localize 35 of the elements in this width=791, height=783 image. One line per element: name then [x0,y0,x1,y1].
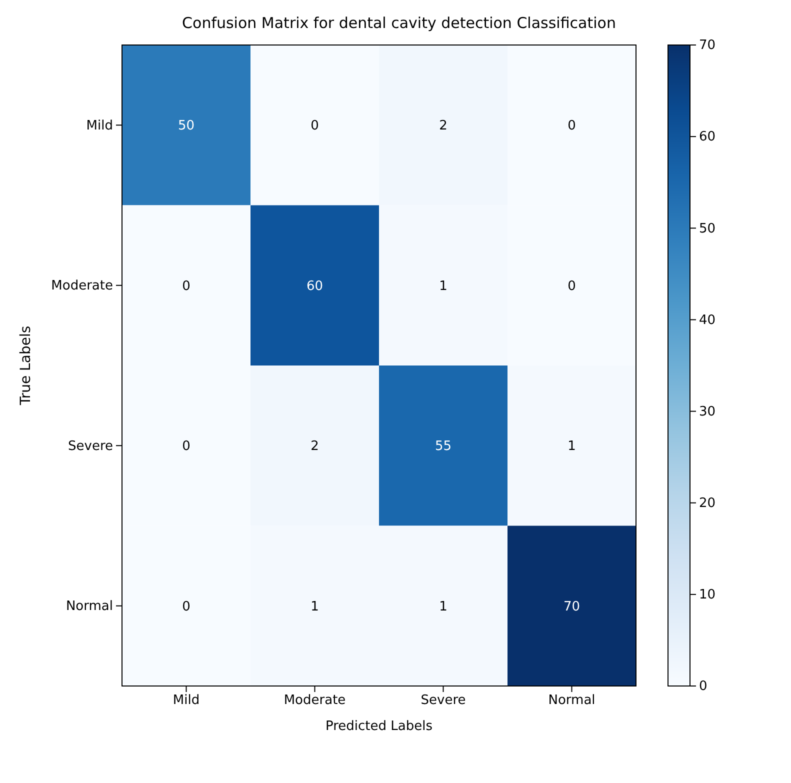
data-label: 0 [310,118,319,134]
color-bar-label: 10 [699,588,716,603]
y-tick-label: Normal [66,599,113,614]
color-bar-label: 50 [699,221,716,236]
color-bar-label: 70 [699,38,716,54]
data-label: 70 [563,599,580,614]
color-bar-label: 30 [699,404,716,420]
data-label: 2 [439,118,448,134]
data-label: 1 [439,599,448,614]
x-tick-label: Normal [548,693,596,708]
color-bar-label: 20 [699,496,716,512]
data-label: 1 [310,599,319,614]
data-label: 1 [439,278,448,294]
x-axis-title: Predicted Labels [325,719,433,734]
x-tick-label: Severe [420,693,466,708]
data-label: 0 [182,599,190,614]
color-bar-label: 0 [699,679,708,694]
data-label: 55 [434,439,452,454]
color-bar-label: 60 [699,130,716,145]
y-tick-label: Mild [86,118,113,134]
data-label: 0 [182,278,190,294]
y-axis-title: True Labels [18,326,34,406]
data-label: 0 [568,118,576,134]
data-label: 50 [178,118,195,134]
y-tick-label: Severe [68,438,113,454]
data-label: 1 [568,439,576,454]
y-tick-label: Moderate [51,278,113,294]
data-label: 0 [182,439,190,454]
data-label: 0 [568,278,576,294]
x-tick-label: Mild [172,693,200,708]
x-tick-label: Moderate [284,693,346,708]
data-label: 60 [306,278,324,294]
chart-title: Confusion Matrix for dental cavity detection Classification [182,14,616,32]
data-label: 2 [310,439,319,454]
color-bar-label: 40 [699,312,716,328]
